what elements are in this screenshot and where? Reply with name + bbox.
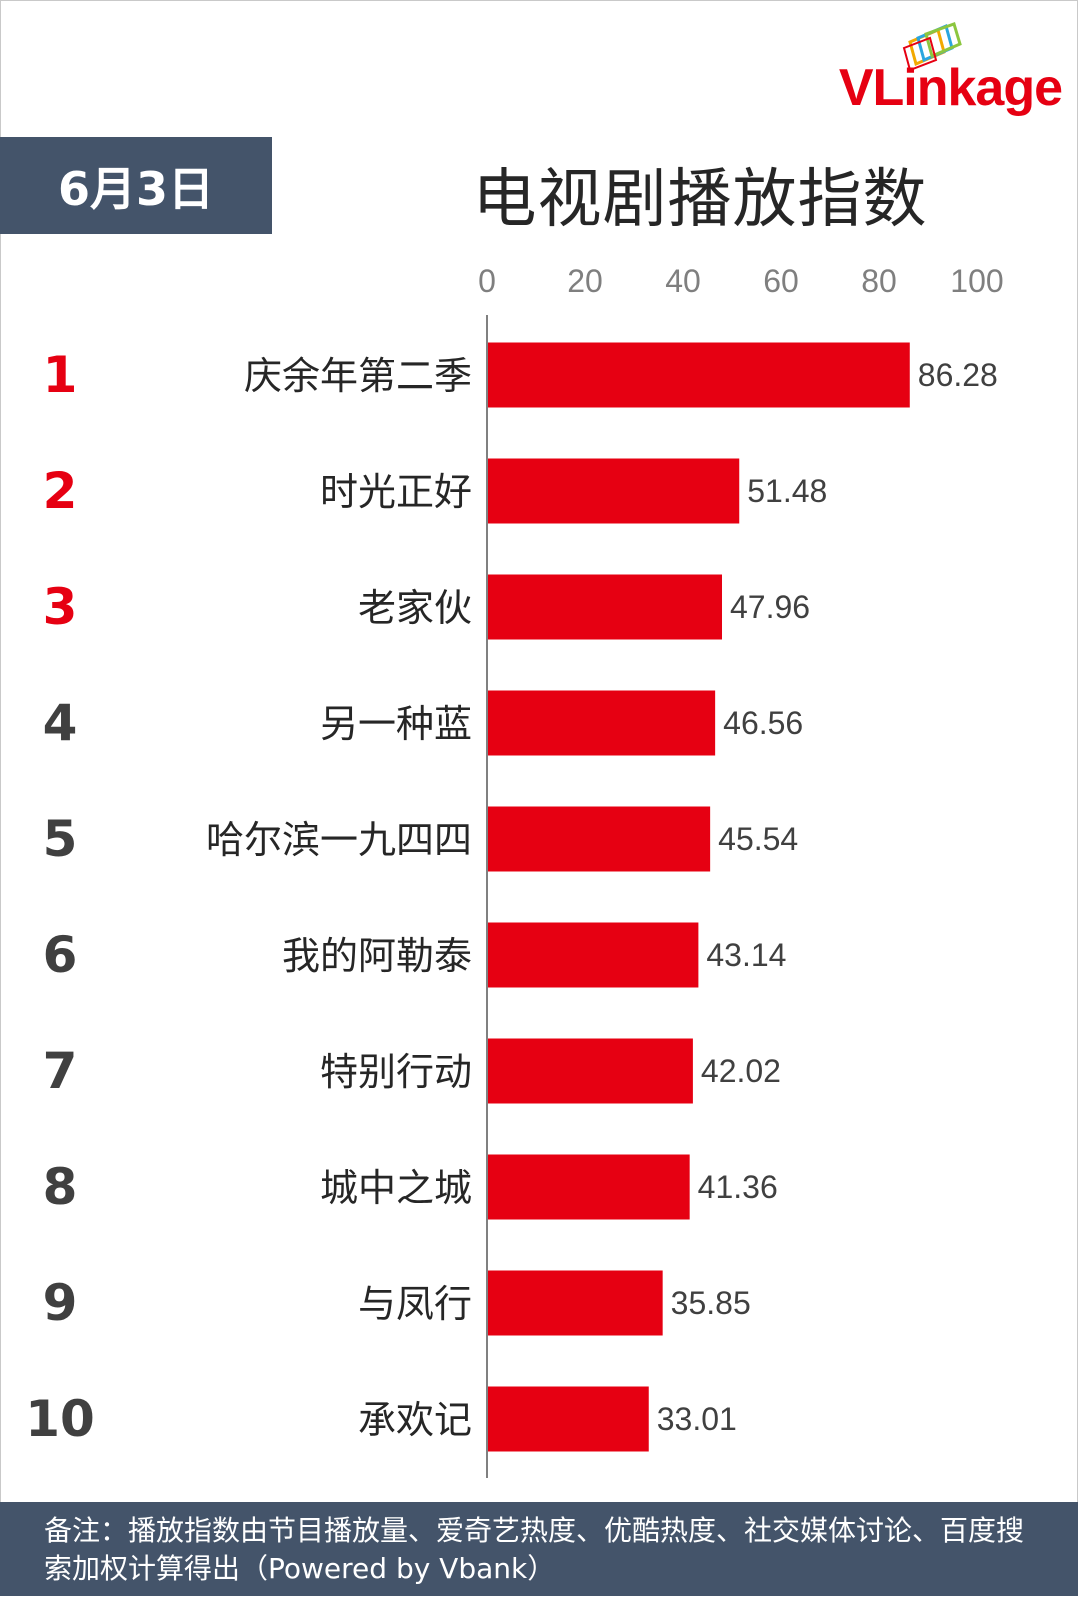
x-tick-label: 100 <box>950 263 1003 299</box>
category-label: 老家伙 <box>358 586 472 630</box>
date-label: 6月3日 <box>57 161 214 216</box>
footer: 备注：播放指数由节目播放量、爱奇艺热度、优酷热度、社交媒体讨论、百度搜索加权计算… <box>0 1502 1078 1596</box>
footer-note: 备注：播放指数由节目播放量、爱奇艺热度、优酷热度、社交媒体讨论、百度搜索加权计算… <box>44 1514 1025 1585</box>
data-label: 35.85 <box>671 1285 751 1321</box>
category-label: 承欢记 <box>358 1398 472 1442</box>
rank-number: 10 <box>25 1390 95 1448</box>
rank-number: 1 <box>43 346 78 404</box>
category-label: 哈尔滨一九四四 <box>206 818 472 862</box>
data-label: 45.54 <box>718 821 798 857</box>
x-tick-label: 0 <box>478 263 496 299</box>
category-label: 庆余年第二季 <box>244 354 472 398</box>
rank-number: 4 <box>43 694 78 752</box>
rank-number: 3 <box>43 578 78 636</box>
x-tick-label: 20 <box>567 263 603 299</box>
logo-text: VLinkage <box>838 59 1063 117</box>
date-badge: 6月3日 <box>0 137 272 234</box>
logo-mark-icon <box>902 22 962 72</box>
data-label: 46.56 <box>723 705 803 741</box>
data-label: 43.14 <box>706 937 786 973</box>
bar <box>488 1386 649 1452</box>
data-label: 86.28 <box>918 357 998 393</box>
data-label: 41.36 <box>698 1169 778 1205</box>
bar <box>488 806 711 872</box>
chart-title: 电视剧播放指数 <box>472 163 928 237</box>
category-label: 与凤行 <box>358 1282 472 1326</box>
bar <box>488 342 910 408</box>
rank-number: 5 <box>43 810 78 868</box>
data-label: 42.02 <box>701 1053 781 1089</box>
bar <box>488 690 716 756</box>
data-label: 51.48 <box>747 473 827 509</box>
data-label: 33.01 <box>657 1401 737 1437</box>
category-label: 城中之城 <box>320 1166 472 1210</box>
x-tick-label: 60 <box>763 263 799 299</box>
brand-logo: VLinkage <box>812 22 1063 118</box>
rank-number: 8 <box>43 1158 78 1216</box>
rank-number: 7 <box>43 1042 78 1100</box>
bar <box>488 574 723 640</box>
category-label: 我的阿勒泰 <box>282 934 472 978</box>
rank-number: 9 <box>43 1274 78 1332</box>
bar <box>488 458 740 524</box>
data-label: 47.96 <box>730 589 810 625</box>
x-tick-label: 40 <box>665 263 701 299</box>
category-label: 特别行动 <box>320 1050 472 1094</box>
bar <box>488 1270 663 1336</box>
category-label: 时光正好 <box>320 470 472 514</box>
rank-number: 6 <box>43 926 78 984</box>
rank-number: 2 <box>43 462 78 520</box>
x-tick-label: 80 <box>861 263 897 299</box>
bar <box>488 1154 690 1220</box>
bar <box>488 1038 693 1104</box>
bar <box>488 922 699 988</box>
category-label: 另一种蓝 <box>320 702 472 746</box>
